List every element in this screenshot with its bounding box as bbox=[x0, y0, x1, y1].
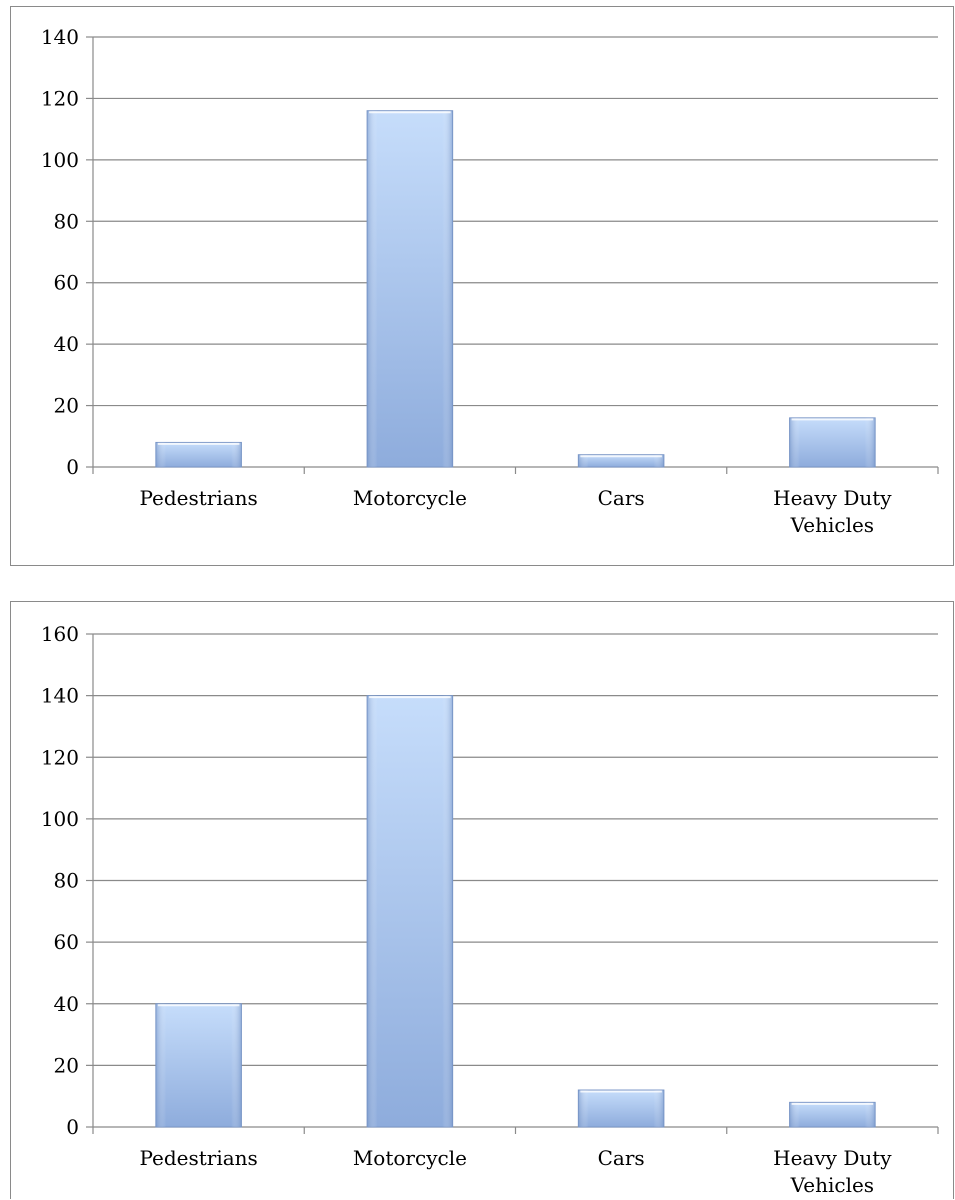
y-tick-label: 100 bbox=[41, 148, 79, 172]
chart-panel-2: 0 20 40 60 80 100 120 140 160 Pedestrians Motorcyc… bbox=[10, 601, 954, 1199]
bar bbox=[366, 695, 454, 1128]
y-tick-label: 0 bbox=[66, 455, 79, 479]
y-tick-label: 80 bbox=[54, 869, 79, 893]
bar bbox=[155, 1003, 242, 1128]
y-tick-label: 20 bbox=[54, 394, 79, 418]
x-category-label: Motorcycle bbox=[353, 1146, 467, 1170]
bar bbox=[789, 1101, 876, 1128]
y-tick-label: 0 bbox=[66, 1115, 79, 1139]
bar-chart-2: 0 20 40 60 80 100 120 140 160 Pedestrians Motorcyc… bbox=[41, 622, 939, 1197]
x-category-label: Heavy Duty Vehicles bbox=[773, 1146, 892, 1197]
x-category-label: Cars bbox=[598, 1146, 645, 1170]
bar-chart-1: 0 20 40 60 80 100 120 140 Pedestrians Motorcycle C… bbox=[41, 25, 939, 537]
y-tick-label: 60 bbox=[54, 271, 79, 295]
y-tick-label: 40 bbox=[54, 332, 79, 356]
x-category-label: Cars bbox=[598, 486, 645, 510]
bar bbox=[155, 441, 242, 468]
y-tick-label: 120 bbox=[41, 86, 79, 110]
y-tick-label: 40 bbox=[54, 992, 79, 1016]
bar bbox=[577, 1089, 665, 1128]
chart-panel-1: 0 20 40 60 80 100 120 140 Pedestrians Motorcycle C… bbox=[10, 6, 954, 566]
bar bbox=[577, 454, 665, 468]
y-tick-label: 80 bbox=[54, 209, 79, 233]
y-tick-label: 60 bbox=[54, 930, 79, 954]
bar bbox=[366, 110, 454, 468]
y-tick-label: 140 bbox=[41, 684, 79, 708]
x-category-label: Heavy Duty Vehicles bbox=[773, 486, 892, 537]
y-tick-label: 20 bbox=[54, 1053, 79, 1077]
y-tick-label: 160 bbox=[41, 622, 79, 646]
y-tick-label: 140 bbox=[41, 25, 79, 49]
x-category-label: Pedestrians bbox=[139, 1146, 257, 1170]
bar bbox=[789, 417, 876, 468]
y-tick-label: 120 bbox=[41, 745, 79, 769]
x-category-label: Motorcycle bbox=[353, 486, 467, 510]
y-tick-label: 100 bbox=[41, 807, 79, 831]
x-category-label: Pedestrians bbox=[139, 486, 257, 510]
